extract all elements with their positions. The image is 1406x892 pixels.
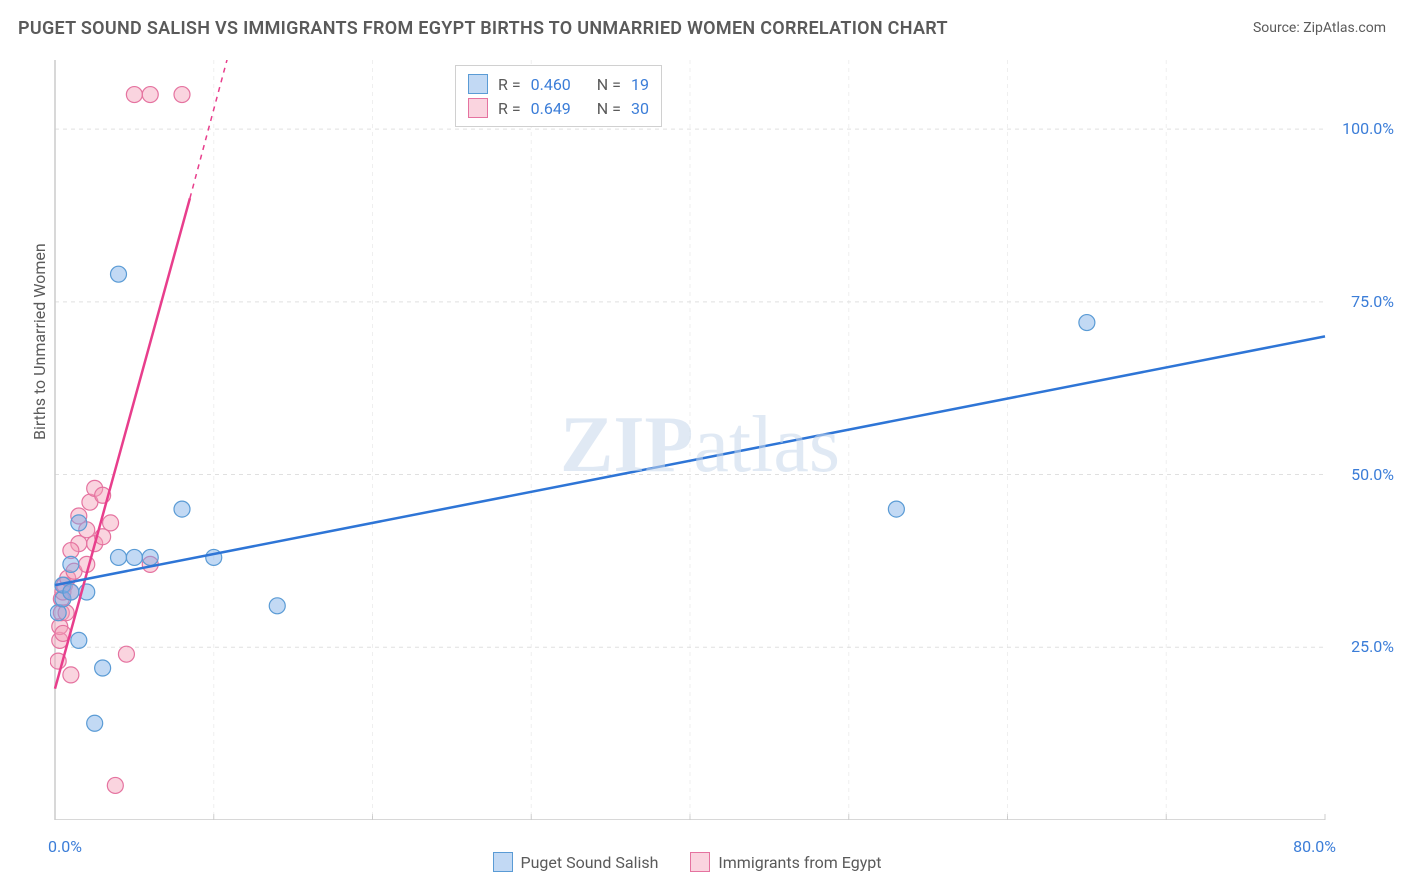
legend-series-label: Immigrants from Egypt (718, 853, 881, 872)
x-axis-min-label: 0.0% (48, 837, 82, 856)
legend-n-label: N = (597, 75, 621, 94)
legend-swatch (468, 74, 488, 94)
scatter-chart-svg (50, 60, 1330, 820)
legend-row: R = 0.649 N = 30 (468, 96, 649, 120)
legend-series-label: Puget Sound Salish (521, 853, 659, 872)
series-legend: Puget Sound Salish Immigrants from Egypt (0, 851, 1406, 872)
legend-r-label: R = (498, 75, 521, 94)
y-axis-tick-label: 50.0% (1351, 465, 1394, 484)
legend-row: R = 0.460 N = 19 (468, 72, 649, 96)
y-axis-tick-label: 100.0% (1342, 119, 1394, 138)
y-axis-tick-label: 25.0% (1351, 637, 1394, 656)
legend-n-value: 19 (631, 75, 649, 94)
correlation-legend: R = 0.460 N = 19 R = 0.649 N = 30 (455, 65, 662, 127)
x-axis-max-label: 80.0% (1293, 837, 1336, 856)
y-axis-label: Births to Unmarried Women (30, 243, 49, 440)
legend-r-label: R = (498, 99, 521, 118)
y-axis-tick-label: 75.0% (1351, 292, 1394, 311)
chart-plot-area (50, 60, 1330, 820)
legend-r-value: 0.649 (531, 99, 571, 118)
legend-n-label: N = (597, 99, 621, 118)
chart-title: PUGET SOUND SALISH VS IMMIGRANTS FROM EG… (18, 18, 948, 39)
legend-swatch (468, 98, 488, 118)
legend-swatch (690, 852, 710, 872)
source-attribution: Source: ZipAtlas.com (1253, 20, 1386, 36)
legend-r-value: 0.460 (531, 75, 571, 94)
chart-container: PUGET SOUND SALISH VS IMMIGRANTS FROM EG… (0, 0, 1406, 892)
legend-n-value: 30 (631, 99, 649, 118)
legend-swatch (493, 852, 513, 872)
